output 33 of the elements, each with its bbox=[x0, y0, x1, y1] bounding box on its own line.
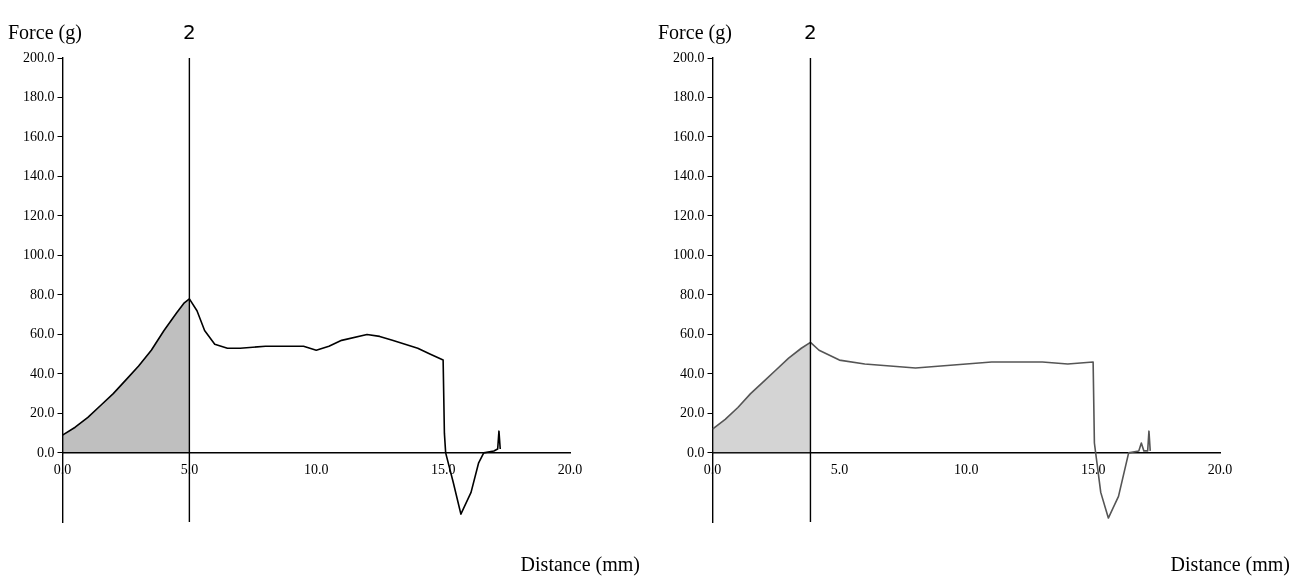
x-tick-label: 20.0 bbox=[557, 461, 583, 477]
y-tick-label: 80.0 bbox=[680, 286, 705, 302]
annotation: 2 bbox=[804, 20, 817, 45]
x-axis-title: Distance (mm) bbox=[520, 553, 640, 577]
y-tick-label: 100.0 bbox=[23, 247, 55, 263]
y-tick-label: 40.0 bbox=[30, 365, 55, 381]
x-tick-label: 10.0 bbox=[304, 461, 329, 477]
y-tick-label: 180.0 bbox=[673, 89, 705, 105]
annotation: 2 bbox=[183, 20, 196, 45]
y-tick-label: 0.0 bbox=[687, 444, 705, 460]
y-tick-label: 40.0 bbox=[680, 365, 705, 381]
y-tick-label: 140.0 bbox=[673, 168, 705, 184]
x-tick-label: 10.0 bbox=[954, 461, 979, 477]
y-tick-label: 20.0 bbox=[30, 405, 55, 421]
y-tick-label: 0.0 bbox=[37, 444, 55, 460]
y-tick-label: 160.0 bbox=[673, 128, 705, 144]
y-tick-label: 20.0 bbox=[680, 405, 705, 421]
y-tick-label: 120.0 bbox=[23, 207, 55, 223]
y-axis-title: Force (g) bbox=[658, 21, 732, 45]
y-tick-label: 200.0 bbox=[23, 49, 55, 65]
x-axis-title: Distance (mm) bbox=[1170, 553, 1290, 577]
y-axis-title: Force (g) bbox=[8, 21, 82, 45]
y-tick-label: 180.0 bbox=[23, 89, 55, 105]
x-tick-label: 5.0 bbox=[830, 461, 849, 477]
y-tick-label: 100.0 bbox=[673, 247, 705, 263]
y-tick-label: 120.0 bbox=[673, 207, 705, 223]
y-tick-label: 80.0 bbox=[30, 286, 55, 302]
x-tick-label: 20.0 bbox=[1207, 461, 1233, 477]
y-tick-label: 200.0 bbox=[673, 49, 705, 65]
y-tick-label: 60.0 bbox=[680, 326, 705, 342]
y-tick-label: 160.0 bbox=[23, 128, 55, 144]
y-tick-label: 60.0 bbox=[30, 326, 55, 342]
y-tick-label: 140.0 bbox=[23, 168, 55, 184]
